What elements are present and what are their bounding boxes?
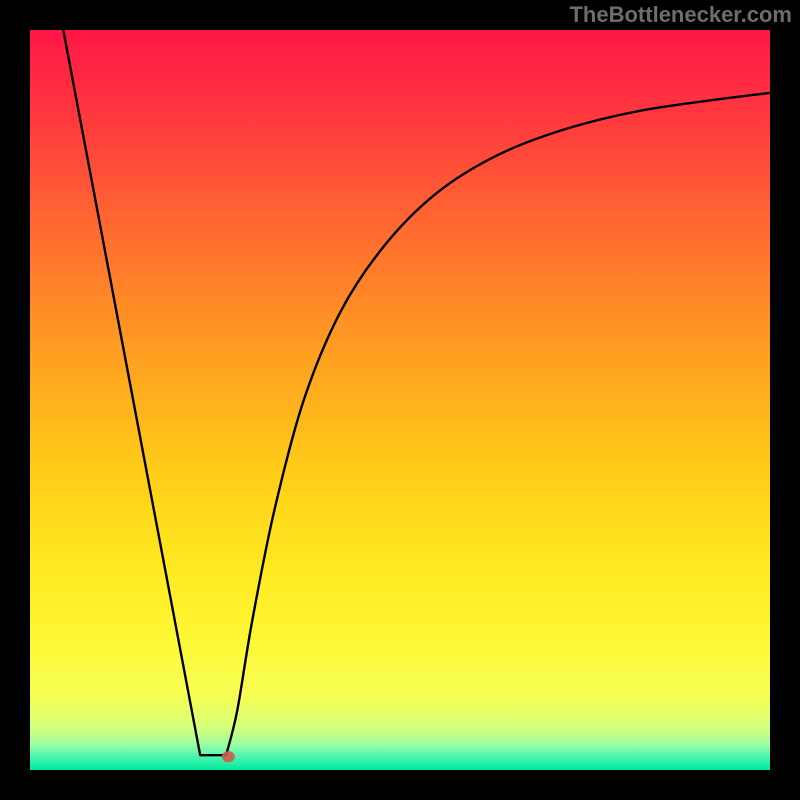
chart-container: TheBottlenecker.com bbox=[0, 0, 800, 800]
optimum-marker bbox=[222, 751, 235, 762]
curve-right bbox=[226, 93, 770, 755]
curve-left bbox=[63, 30, 226, 755]
curve-overlay bbox=[30, 30, 770, 770]
plot-area bbox=[30, 30, 770, 770]
watermark-text: TheBottlenecker.com bbox=[569, 2, 792, 28]
